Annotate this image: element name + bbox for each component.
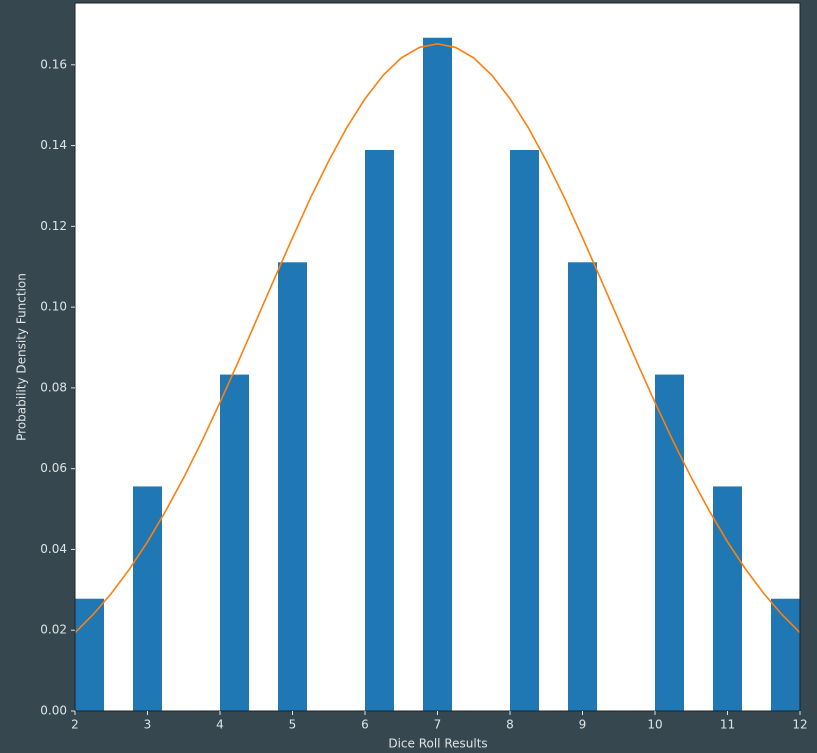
x-tick-label: 3 xyxy=(144,718,152,732)
y-tick-label: 0.12 xyxy=(40,219,67,233)
x-tick-label: 9 xyxy=(579,718,587,732)
y-tick-label: 0.10 xyxy=(40,300,67,314)
y-tick-label: 0.02 xyxy=(40,623,67,637)
x-tick-label: 11 xyxy=(720,718,735,732)
x-tick-label: 6 xyxy=(361,718,369,732)
y-tick-label: 0.04 xyxy=(40,542,67,556)
bar xyxy=(771,598,800,711)
y-tick-label: 0.00 xyxy=(40,704,67,718)
y-tick-label: 0.06 xyxy=(40,461,67,475)
bar xyxy=(365,150,394,712)
y-tick-label: 0.16 xyxy=(40,57,67,71)
bar xyxy=(423,37,452,712)
bar xyxy=(75,598,104,711)
y-tick-label: 0.08 xyxy=(40,380,67,394)
bar xyxy=(510,150,539,712)
bar xyxy=(278,262,307,711)
y-tick-label: 0.14 xyxy=(40,138,67,152)
x-tick-label: 5 xyxy=(289,718,297,732)
bar xyxy=(655,374,684,711)
x-tick-label: 8 xyxy=(506,718,514,732)
bar xyxy=(133,486,162,711)
x-tick-label: 2 xyxy=(71,718,79,732)
x-tick-label: 10 xyxy=(647,718,662,732)
x-tick-label: 7 xyxy=(434,718,442,732)
bar xyxy=(713,486,742,711)
bar xyxy=(220,374,249,711)
x-tick-label: 12 xyxy=(792,718,807,732)
y-axis-label: Probability Density Function xyxy=(15,273,29,441)
density-curve xyxy=(74,42,801,634)
bar xyxy=(568,262,597,711)
x-tick-label: 4 xyxy=(216,718,224,732)
x-axis-label: Dice Roll Results xyxy=(388,737,487,751)
